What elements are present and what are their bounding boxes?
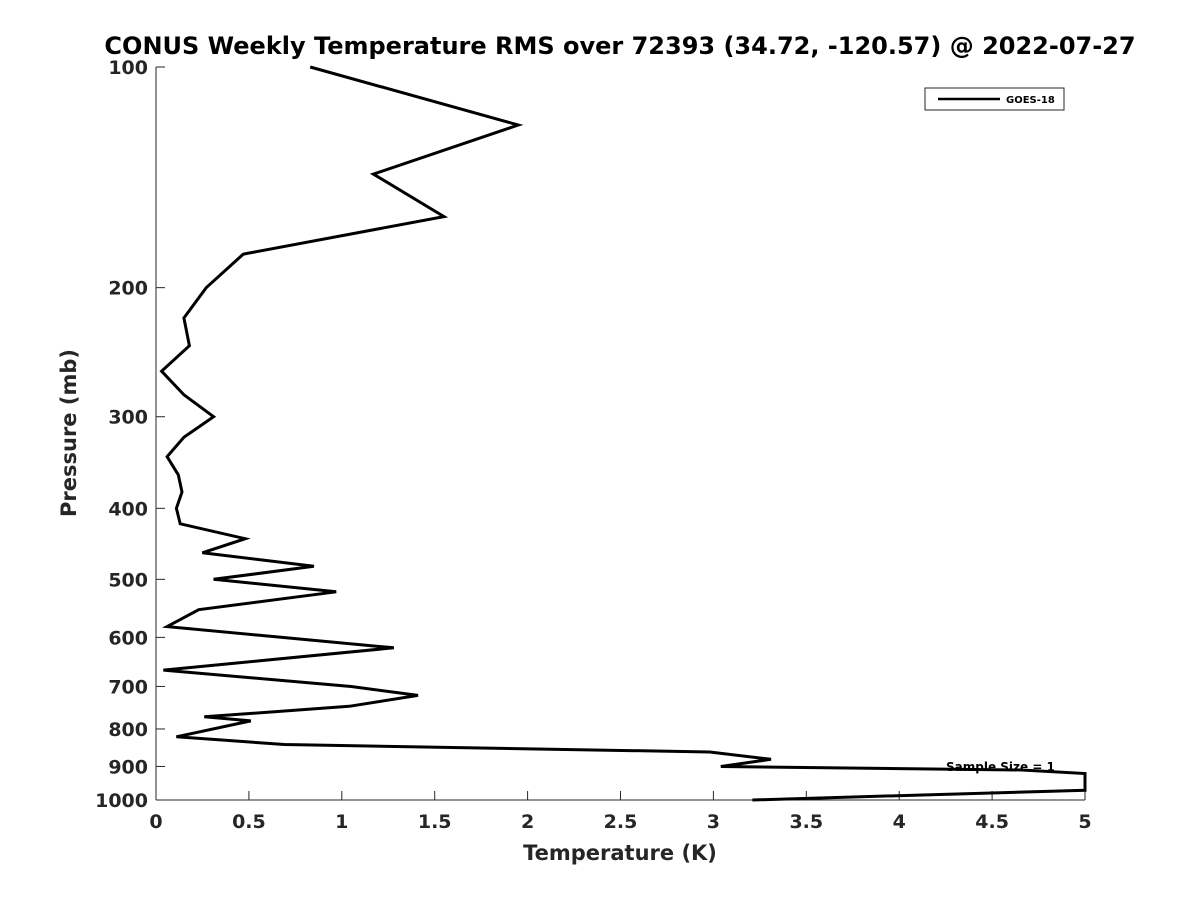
sample-size-annotation: Sample Size = 1 bbox=[946, 760, 1055, 774]
y-axis-label: Pressure (mb) bbox=[57, 349, 81, 517]
x-tick-label: 1 bbox=[335, 811, 348, 833]
y-tick-label: 200 bbox=[108, 278, 148, 300]
y-tick-label: 400 bbox=[108, 498, 148, 520]
x-tick-label: 5 bbox=[1078, 811, 1091, 833]
axes bbox=[155, 67, 1085, 801]
legend: GOES-18 bbox=[924, 87, 1065, 111]
y-tick-label: 600 bbox=[108, 627, 148, 649]
y-tick-label: 1000 bbox=[95, 790, 148, 812]
y-tick-label: 500 bbox=[108, 569, 148, 591]
legend-label: GOES-18 bbox=[1006, 95, 1055, 106]
y-tick-label: 300 bbox=[108, 407, 148, 429]
x-ticks: 0 0.5 1 1.5 2 2.5 3 3.5 4 4.5 5 bbox=[149, 791, 1092, 833]
plot-area bbox=[159, 65, 1087, 802]
y-tick-label: 700 bbox=[108, 676, 148, 698]
y-tick-label: 800 bbox=[108, 719, 148, 741]
x-tick-label: 4 bbox=[893, 811, 906, 833]
y-tick-label: 900 bbox=[108, 756, 148, 778]
y-tick-label: 100 bbox=[108, 57, 148, 79]
x-tick-label: 4.5 bbox=[975, 811, 1009, 833]
chart-title: CONUS Weekly Temperature RMS over 72393 … bbox=[104, 32, 1135, 60]
x-tick-label: 2.5 bbox=[604, 811, 638, 833]
series-line bbox=[159, 65, 1087, 802]
x-tick-label: 3 bbox=[707, 811, 720, 833]
y-ticks: 100 200 300 400 500 600 700 800 900 1000 bbox=[95, 57, 165, 812]
x-tick-label: 0.5 bbox=[232, 811, 266, 833]
x-tick-label: 1.5 bbox=[418, 811, 452, 833]
x-axis-label: Temperature (K) bbox=[523, 841, 717, 865]
x-tick-label: 0 bbox=[149, 811, 162, 833]
x-tick-label: 3.5 bbox=[789, 811, 823, 833]
x-tick-label: 2 bbox=[521, 811, 534, 833]
